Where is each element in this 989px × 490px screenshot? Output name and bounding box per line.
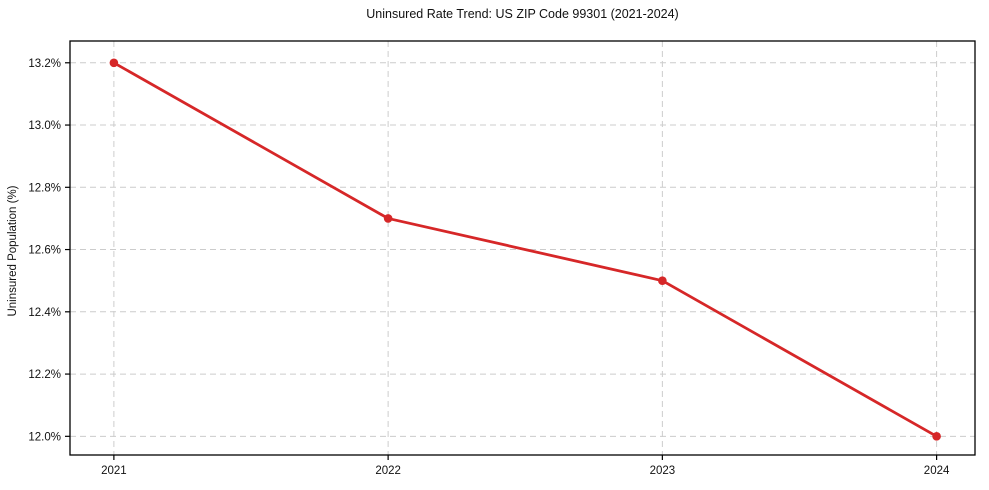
data-point-2022 [383, 214, 393, 223]
data-point-2024 [932, 432, 941, 441]
y-tick-label: 12.8% [28, 182, 61, 194]
y-tick-label: 12.0% [28, 431, 61, 443]
y-tick-label: 12.2% [28, 369, 61, 381]
x-tick-label: 2022 [375, 465, 401, 477]
axis-ticks [65, 62, 938, 460]
x-tick-label: 2021 [101, 465, 127, 477]
data-point-2021 [109, 58, 119, 68]
y-tick-label: 13.2% [28, 58, 61, 70]
plot-border [69, 40, 976, 456]
trend-line [112, 61, 939, 438]
chart-title: Uninsured Rate Trend: US ZIP Code 99301 … [366, 7, 679, 21]
y-tick-label: 13.0% [28, 120, 61, 132]
y-tick-label: 12.6% [28, 245, 61, 257]
x-tick-label: 2024 [924, 465, 950, 477]
x-tick-label: 2023 [650, 465, 676, 477]
data-point-2023 [658, 276, 667, 285]
y-tick-label: 12.4% [28, 307, 61, 319]
